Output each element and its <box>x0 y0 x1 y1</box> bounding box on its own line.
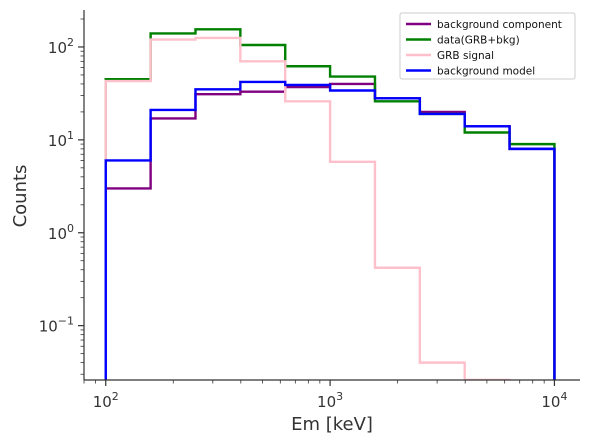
x-tick-label-0: 102 <box>93 390 119 411</box>
legend-label-3: background model <box>437 65 535 77</box>
y-tick-label-3: 102 <box>48 36 74 57</box>
ticks-layer: 102 103 104 10−1 100 101 102 <box>39 18 567 411</box>
series-line-2 <box>104 36 511 380</box>
legend: background component data(GRB+bkg) GRB sig… <box>399 12 576 80</box>
series-line-1 <box>104 28 556 380</box>
y-tick-label-0: 10−1 <box>39 315 74 336</box>
series-layer <box>104 28 556 380</box>
x-axis-label: Em [keV] <box>291 414 373 435</box>
x-tick-label-1: 103 <box>317 390 343 411</box>
legend-label-1: data(GRB+bkg) <box>437 34 520 46</box>
series-line-3 <box>104 80 556 380</box>
y-axis-label: Counts <box>10 165 31 228</box>
legend-frame <box>399 12 576 80</box>
y-tick-label-1: 100 <box>48 222 74 243</box>
legend-label-0: background component <box>437 19 562 31</box>
legend-label-2: GRB signal <box>437 50 494 62</box>
x-tick-label-2: 104 <box>541 390 567 411</box>
y-tick-label-2: 101 <box>48 129 74 150</box>
